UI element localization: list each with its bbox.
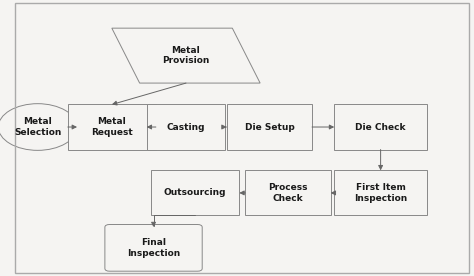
Text: Process
Check: Process Check bbox=[268, 183, 308, 203]
Text: First Item
Inspection: First Item Inspection bbox=[354, 183, 407, 203]
FancyBboxPatch shape bbox=[334, 105, 427, 150]
Text: Outsourcing: Outsourcing bbox=[164, 189, 227, 197]
Text: Metal
Provision: Metal Provision bbox=[162, 46, 210, 65]
FancyBboxPatch shape bbox=[334, 170, 427, 216]
Text: Metal
Request: Metal Request bbox=[91, 117, 133, 137]
Text: Casting: Casting bbox=[167, 123, 205, 132]
Text: Metal
Selection: Metal Selection bbox=[14, 117, 61, 137]
FancyBboxPatch shape bbox=[151, 170, 239, 216]
Text: Die Setup: Die Setup bbox=[245, 123, 294, 132]
FancyBboxPatch shape bbox=[105, 224, 202, 271]
Polygon shape bbox=[112, 28, 260, 83]
FancyBboxPatch shape bbox=[227, 105, 312, 150]
Text: Die Check: Die Check bbox=[356, 123, 406, 132]
Ellipse shape bbox=[0, 104, 77, 150]
Text: Final
Inspection: Final Inspection bbox=[127, 238, 180, 258]
FancyBboxPatch shape bbox=[246, 170, 330, 216]
FancyBboxPatch shape bbox=[146, 105, 225, 150]
FancyBboxPatch shape bbox=[68, 105, 156, 150]
